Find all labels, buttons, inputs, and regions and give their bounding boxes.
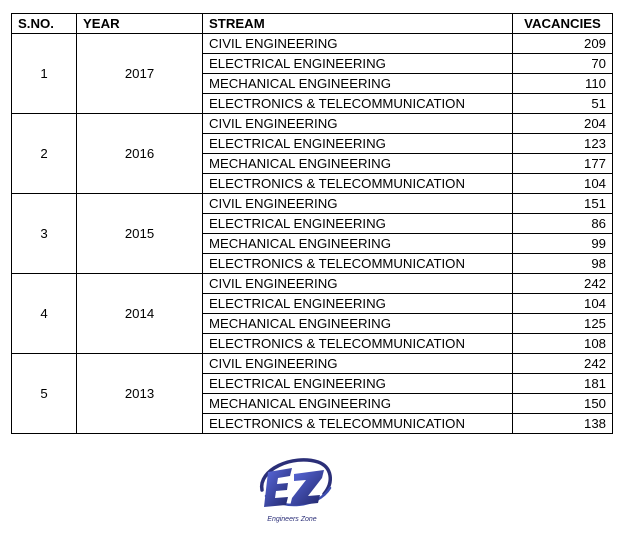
header-year: YEAR bbox=[76, 13, 203, 34]
stream-cell: CIVIL ENGINEERING bbox=[202, 113, 513, 134]
sno-cell: 2 bbox=[11, 113, 77, 194]
vacancies-cell: 51 bbox=[512, 93, 613, 114]
table-row: ELECTRICAL ENGINEERING 86 bbox=[12, 213, 613, 234]
stream-cell: CIVIL ENGINEERING bbox=[202, 353, 513, 374]
stream-cell: ELECTRONICS & TELECOMMUNICATION bbox=[202, 253, 513, 274]
stream-cell: MECHANICAL ENGINEERING bbox=[202, 313, 513, 334]
stream-cell: MECHANICAL ENGINEERING bbox=[202, 73, 513, 94]
vacancies-cell: 125 bbox=[512, 313, 613, 334]
vacancies-cell: 138 bbox=[512, 413, 613, 434]
table-row: ELECTRICAL ENGINEERING 70 bbox=[12, 53, 613, 74]
vacancies-cell: 123 bbox=[512, 133, 613, 154]
table-row: 4 2014 CIVIL ENGINEERING 242 bbox=[11, 273, 613, 354]
vacancies-cell: 104 bbox=[512, 173, 613, 194]
vacancies-cell: 242 bbox=[512, 353, 613, 374]
vacancies-cell: 104 bbox=[512, 293, 613, 314]
table-row: 1 2017 CIVIL ENGINEERING 209 bbox=[11, 33, 613, 114]
table-row: 5 2013 CIVIL ENGINEERING 242 bbox=[11, 353, 613, 434]
sno-cell: 4 bbox=[11, 273, 77, 354]
stream-cell: ELECTRICAL ENGINEERING bbox=[202, 53, 513, 74]
stream-cell: CIVIL ENGINEERING bbox=[202, 273, 513, 294]
vacancies-cell: 209 bbox=[512, 33, 613, 54]
vacancies-cell: 70 bbox=[512, 53, 613, 74]
table-row: ELECTRONICS & TELECOMMUNICATION 108 bbox=[12, 333, 613, 354]
table-row: MECHANICAL ENGINEERING 150 bbox=[12, 393, 613, 414]
table-row: ELECTRONICS & TELECOMMUNICATION 98 bbox=[12, 253, 613, 274]
sno-cell: 5 bbox=[11, 353, 77, 434]
stream-cell: ELECTRONICS & TELECOMMUNICATION bbox=[202, 93, 513, 114]
stream-cell: ELECTRONICS & TELECOMMUNICATION bbox=[202, 333, 513, 354]
stream-cell: ELECTRONICS & TELECOMMUNICATION bbox=[202, 173, 513, 194]
sno-cell: 1 bbox=[11, 33, 77, 114]
table-row: MECHANICAL ENGINEERING 99 bbox=[12, 233, 613, 254]
table-body: 1 2017 CIVIL ENGINEERING 209 ELECTRICAL ENGI… bbox=[11, 33, 613, 434]
vacancies-cell: 181 bbox=[512, 373, 613, 394]
vacancies-table: S.NO. YEAR STREAM VACANCIES 1 2017 CIVIL E… bbox=[11, 13, 613, 434]
year-cell: 2014 bbox=[76, 273, 203, 354]
header-stream: STREAM bbox=[202, 13, 513, 34]
vacancies-cell: 86 bbox=[512, 213, 613, 234]
table-row: ELECTRICAL ENGINEERING 104 bbox=[12, 293, 613, 314]
stream-cell: CIVIL ENGINEERING bbox=[202, 33, 513, 54]
table-header-row: S.NO. YEAR STREAM VACANCIES bbox=[11, 13, 613, 34]
vacancies-cell: 204 bbox=[512, 113, 613, 134]
stream-cell: CIVIL ENGINEERING bbox=[202, 193, 513, 214]
table-row: MECHANICAL ENGINEERING 177 bbox=[12, 153, 613, 174]
year-cell: 2013 bbox=[76, 353, 203, 434]
stream-cell: ELECTRICAL ENGINEERING bbox=[202, 133, 513, 154]
table-row: 2 2016 CIVIL ENGINEERING 204 bbox=[11, 113, 613, 194]
vacancies-cell: 242 bbox=[512, 273, 613, 294]
header-sno: S.NO. bbox=[11, 13, 77, 34]
stream-cell: MECHANICAL ENGINEERING bbox=[202, 393, 513, 414]
engineers-zone-logo-icon bbox=[260, 458, 332, 507]
sno-cell: 3 bbox=[11, 193, 77, 274]
table-row: ELECTRONICS & TELECOMMUNICATION 51 bbox=[12, 93, 613, 114]
year-cell: 2015 bbox=[76, 193, 203, 274]
year-cell: 2016 bbox=[76, 113, 203, 194]
stream-cell: ELECTRICAL ENGINEERING bbox=[202, 213, 513, 234]
vacancies-cell: 151 bbox=[512, 193, 613, 214]
vacancies-cell: 110 bbox=[512, 73, 613, 94]
stream-cell: ELECTRONICS & TELECOMMUNICATION bbox=[202, 413, 513, 434]
stream-cell: ELECTRICAL ENGINEERING bbox=[202, 293, 513, 314]
table-row: MECHANICAL ENGINEERING 125 bbox=[12, 313, 613, 334]
vacancies-cell: 98 bbox=[512, 253, 613, 274]
stream-cell: MECHANICAL ENGINEERING bbox=[202, 153, 513, 174]
vacancies-cell: 177 bbox=[512, 153, 613, 174]
year-cell: 2017 bbox=[76, 33, 203, 114]
header-vacancies: VACANCIES bbox=[512, 13, 613, 34]
vacancies-cell: 99 bbox=[512, 233, 613, 254]
vacancies-cell: 108 bbox=[512, 333, 613, 354]
table-row: ELECTRONICS & TELECOMMUNICATION 138 bbox=[12, 413, 613, 434]
logo-caption: Engineers Zone bbox=[267, 516, 317, 523]
stream-cell: ELECTRICAL ENGINEERING bbox=[202, 373, 513, 394]
table-row: 3 2015 CIVIL ENGINEERING 151 bbox=[11, 193, 613, 274]
vacancies-cell: 150 bbox=[512, 393, 613, 414]
stream-cell: MECHANICAL ENGINEERING bbox=[202, 233, 513, 254]
table-row: ELECTRICAL ENGINEERING 181 bbox=[12, 373, 613, 394]
